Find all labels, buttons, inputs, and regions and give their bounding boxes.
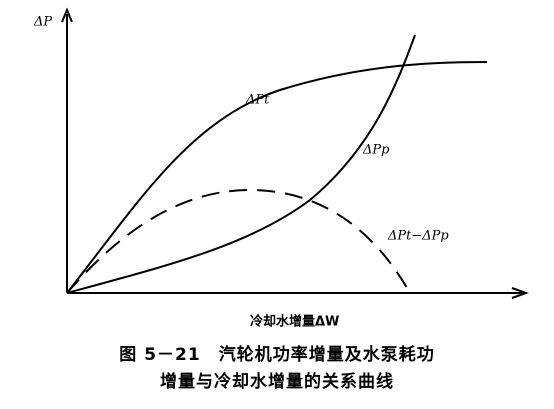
curve-label: ΔPt [245, 93, 270, 108]
curve-pt [66, 61, 488, 294]
y-arrow [61, 7, 73, 23]
curve-diff [66, 188, 411, 294]
x-arrow [511, 287, 529, 299]
caption: 增量与冷却水增量的关系曲线 [160, 371, 394, 392]
curve-label: ΔPp [362, 143, 390, 158]
x-label: 冷却水增量ΔW [250, 314, 339, 330]
curve-label: ΔPt−ΔPp [387, 229, 449, 244]
caption: 图 5－21 汽轮机功率增量及水泵耗功 [119, 344, 434, 365]
curve-pp [66, 34, 416, 294]
y-label: ΔP [33, 15, 52, 30]
